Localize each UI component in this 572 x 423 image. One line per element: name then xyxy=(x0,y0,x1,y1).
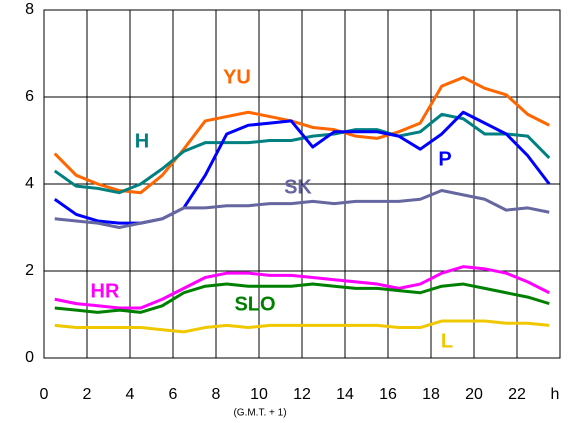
y-tick-label: 4 xyxy=(25,175,34,192)
x-tick-label: 6 xyxy=(169,386,178,403)
series-line xyxy=(54,189,550,229)
series-label: SLO xyxy=(234,293,275,315)
x-tick-label: 4 xyxy=(126,386,135,403)
y-tick-label: 8 xyxy=(25,1,34,18)
series-label: H xyxy=(135,130,149,152)
x-tick-label: 12 xyxy=(293,386,311,403)
subtitle: (G.M.T. + 1) xyxy=(233,408,286,419)
plot-frame xyxy=(43,9,561,359)
series-label: P xyxy=(438,148,451,170)
y-tick-label: 6 xyxy=(25,88,34,105)
series-label: HR xyxy=(91,280,120,302)
x-tick-label: 10 xyxy=(250,386,268,403)
series-line xyxy=(54,319,550,334)
x-tick-label: 22 xyxy=(508,386,526,403)
series-line xyxy=(53,112,551,195)
x-tick-label: 18 xyxy=(422,386,440,403)
y-tick-label: 0 xyxy=(25,349,34,366)
series-label: YU xyxy=(223,66,251,88)
x-tick-label: 16 xyxy=(379,386,397,403)
series-line xyxy=(53,75,550,195)
series-line xyxy=(54,265,550,310)
y-tick-label: 2 xyxy=(25,262,34,279)
x-tick-label: 14 xyxy=(336,386,354,403)
series-label: L xyxy=(441,330,453,352)
series-label: SK xyxy=(284,176,312,198)
x-tick-label: 0 xyxy=(40,386,49,403)
x-tick-label: 2 xyxy=(83,386,92,403)
x-tick-label: 20 xyxy=(465,386,483,403)
x-axis-label: h xyxy=(551,386,560,403)
x-tick-label: 8 xyxy=(212,386,221,403)
series-line xyxy=(54,282,550,314)
